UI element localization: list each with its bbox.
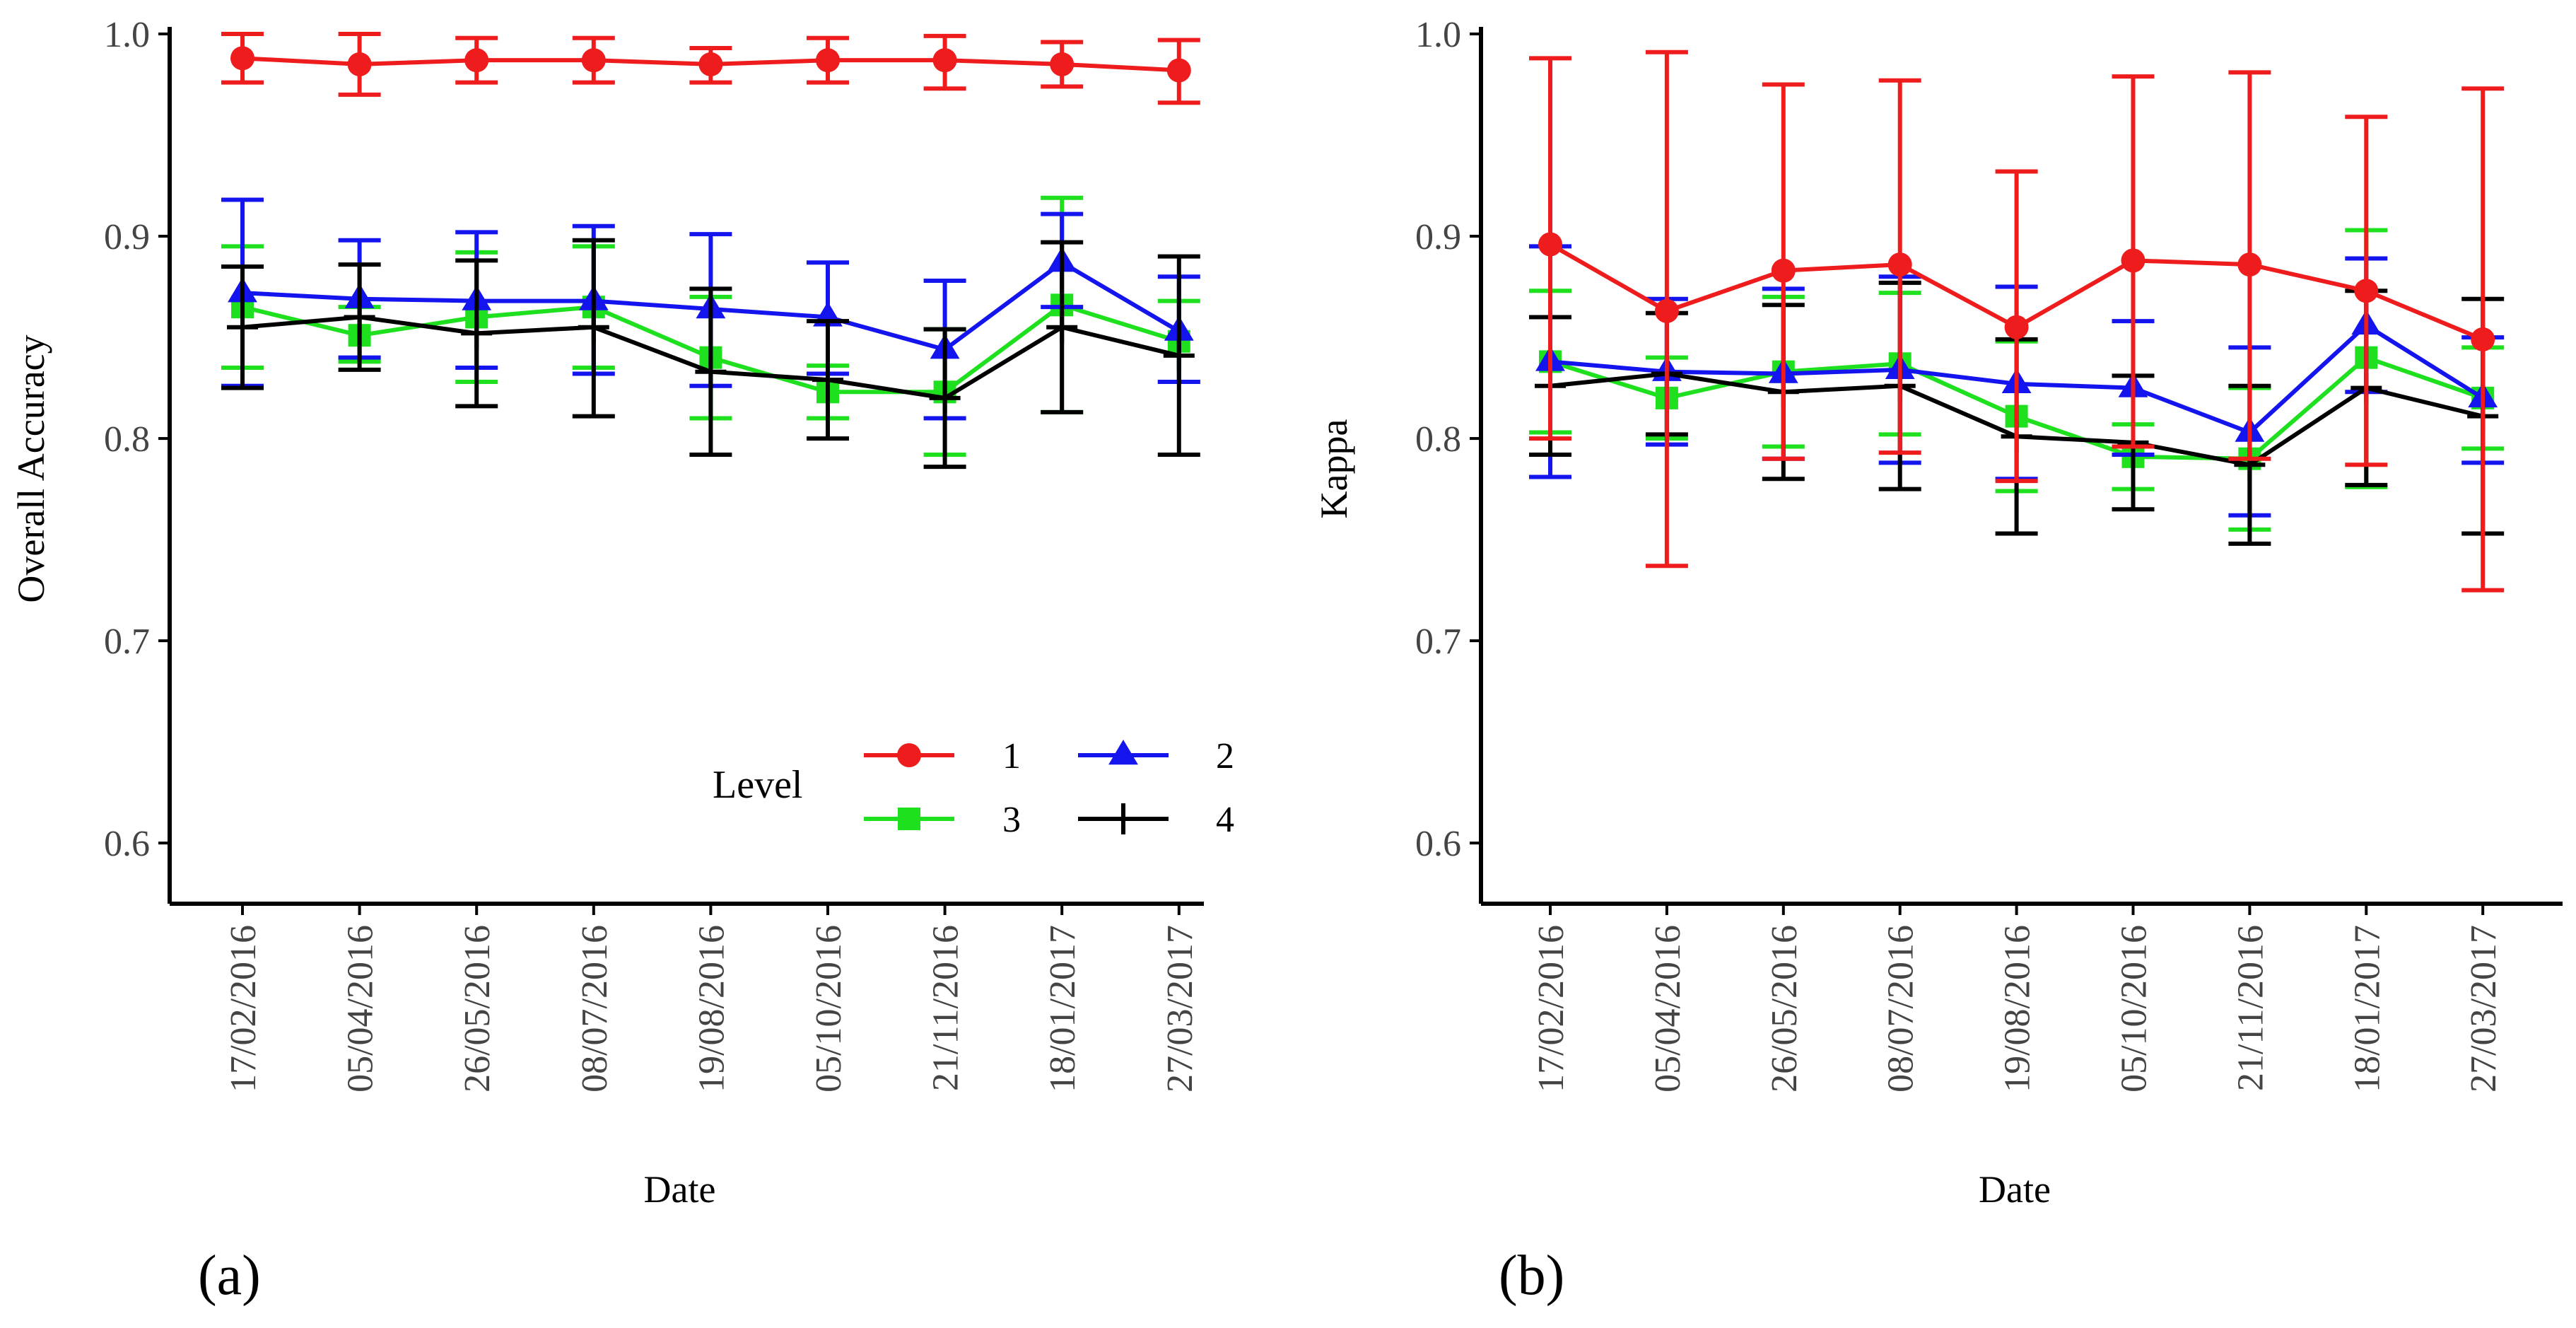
x-tick-label: 27/03/2017 [1160, 925, 1200, 1093]
y-axis-title: Kappa [1313, 419, 1355, 519]
series-1 [221, 32, 1200, 105]
x-tick-label: 21/11/2016 [2230, 925, 2271, 1091]
data-point-circle [347, 52, 372, 76]
y-tick-label: 0.9 [104, 217, 150, 257]
data-point-circle [1771, 258, 1796, 283]
legend-swatch-marker-circle [897, 743, 921, 767]
panel-label: (a) [198, 1245, 261, 1307]
legend-label: 1 [1002, 736, 1021, 776]
legend-label: 4 [1216, 800, 1234, 840]
data-point-circle [2471, 327, 2495, 351]
data-point-circle [2237, 252, 2262, 277]
data-point-circle [1887, 252, 1912, 277]
data-point-circle [464, 48, 489, 73]
data-point-circle [816, 48, 840, 73]
x-tick-label: 27/03/2017 [2464, 925, 2504, 1093]
data-point-circle [932, 48, 957, 73]
x-tick-label: 05/10/2016 [2114, 925, 2155, 1093]
x-tick-label: 26/05/2016 [1764, 925, 1805, 1093]
x-tick-label: 08/07/2016 [1881, 925, 1921, 1093]
panel-b: 0.6 0.7 0.8 0.9 1.0 17/02/2016 05/04/2016 26/05… [1313, 15, 2563, 1307]
y-tick-label: 1.0 [1415, 15, 1461, 55]
data-point-circle [1050, 52, 1075, 76]
data-point-circle [2004, 315, 2029, 339]
series-1 [1529, 49, 2505, 593]
y-tick-label: 0.7 [1415, 622, 1461, 662]
data-point-circle [1654, 298, 1679, 323]
x-tick-label: 05/04/2016 [341, 925, 381, 1093]
x-tick-label: 19/08/2016 [1998, 925, 2038, 1093]
data-point-circle [230, 46, 254, 71]
data-point-circle [581, 48, 606, 73]
x-tick-label: 18/01/2017 [1043, 925, 1083, 1093]
panel-a: 0.6 0.7 0.8 0.9 1.0 17/02/2016 05/04/2016 26/05… [10, 15, 1234, 1307]
x-tick-label: 18/01/2017 [2347, 925, 2387, 1093]
legend-label: 2 [1216, 736, 1234, 776]
legend-swatch-marker-square [898, 808, 920, 830]
y-tick-label: 1.0 [104, 15, 150, 55]
data-point-circle [698, 52, 723, 76]
legend-entry-1: 1 [864, 736, 1021, 776]
x-tick-label: 26/05/2016 [457, 925, 498, 1093]
legend-entry-3: 3 [864, 800, 1021, 840]
data-point-circle [2354, 279, 2379, 303]
legend-entry-2: 2 [1078, 736, 1234, 776]
x-tick-label: 17/02/2016 [1531, 925, 1571, 1093]
series-4 [221, 238, 1200, 470]
x-tick-label: 19/08/2016 [691, 925, 732, 1093]
x-axis-title: Date [1979, 1168, 2051, 1211]
legend-swatch-marker-triangle [1108, 740, 1138, 765]
legend-title: Level [713, 763, 802, 807]
y-tick-label: 0.8 [104, 419, 150, 460]
data-point-circle [1538, 232, 1562, 257]
data-point-circle [1166, 58, 1191, 83]
x-tick-label: 08/07/2016 [575, 925, 615, 1093]
x-tick-label: 17/02/2016 [223, 925, 264, 1093]
legend-entry-4: 4 [1078, 800, 1234, 840]
y-tick-label: 0.7 [104, 622, 150, 662]
x-tick-label: 05/10/2016 [809, 925, 849, 1093]
y-tick-label: 0.6 [104, 824, 150, 864]
y-tick-label: 0.9 [1415, 217, 1461, 257]
y-axis-title: Overall Accuracy [10, 334, 52, 602]
y-tick-label: 0.6 [1415, 824, 1461, 864]
x-axis-title: Date [644, 1168, 716, 1211]
x-tick-label: 21/11/2016 [926, 925, 966, 1091]
x-tick-label: 05/04/2016 [1648, 925, 1688, 1093]
y-tick-label: 0.8 [1415, 419, 1461, 460]
panel-label: (b) [1499, 1245, 1564, 1307]
legend: Level 1 2 3 4 [713, 736, 1234, 840]
legend-label: 3 [1002, 800, 1021, 840]
data-point-circle [2121, 248, 2145, 273]
